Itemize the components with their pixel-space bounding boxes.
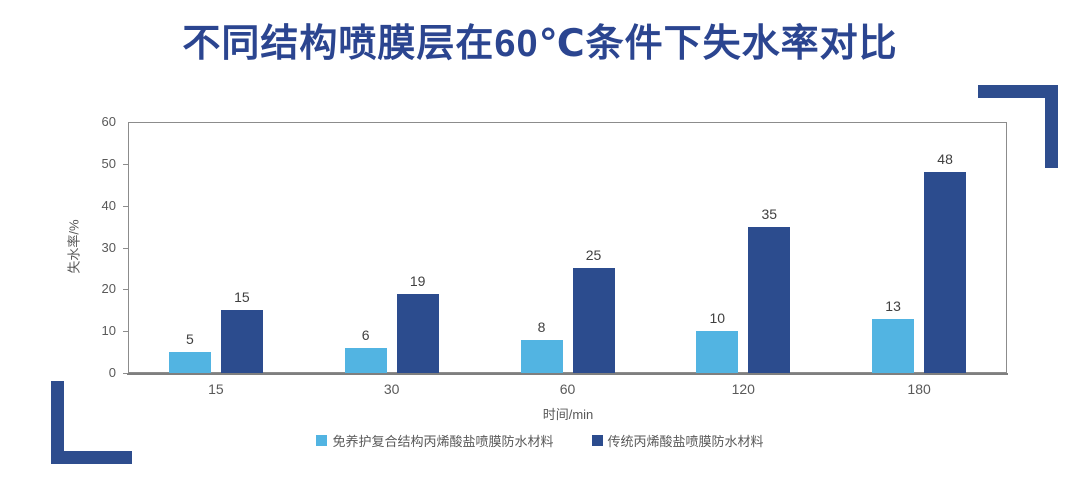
bar-value-label: 35 (761, 205, 778, 222)
x-tick-label: 15 (208, 381, 224, 397)
corner-bracket-top-right (978, 85, 1058, 168)
bar-value-label: 6 (361, 326, 370, 343)
bar-series2-cat120 (748, 226, 791, 373)
y-tick-label: 50 (101, 155, 116, 171)
bar-value-label: 8 (537, 318, 546, 335)
bar-value-label: 15 (234, 289, 250, 306)
x-axis-line (127, 373, 1008, 375)
x-tick-label: 30 (383, 381, 400, 397)
bar-series2-cat60 (572, 268, 615, 373)
bar-series2-cat180 (924, 172, 967, 373)
chart-title: 不同结构喷膜层在60℃条件下失水率对比 (182, 23, 898, 65)
y-axis-title: 失水率/% (66, 219, 82, 274)
bar-series1-cat15 (168, 352, 211, 373)
y-tick-mark (123, 289, 128, 291)
y-tick-mark (123, 205, 128, 207)
x-tick-label: 60 (559, 381, 576, 397)
legend-label-series1: 免养护复合结构丙烯酸盐喷膜防水材料 (332, 434, 554, 449)
bar-value-label: 19 (409, 272, 426, 289)
bar-value-label: 5 (185, 331, 194, 348)
legend-item-series2: 传统丙烯酸盐喷膜防水材料 (591, 431, 764, 450)
bar-series1-cat180 (872, 318, 915, 373)
bar-series1-cat120 (696, 331, 739, 373)
bar-series2-cat30 (396, 293, 439, 373)
chart-plot-area (128, 122, 1007, 373)
bar-value-label: 48 (937, 151, 953, 168)
y-tick-mark (123, 163, 128, 165)
y-tick-mark (123, 331, 128, 333)
y-tick-label: 40 (101, 197, 116, 213)
legend-item-series1: 免养护复合结构丙烯酸盐喷膜防水材料 (316, 431, 554, 450)
y-tick-mark (123, 247, 128, 249)
chart-legend: 免养护复合结构丙烯酸盐喷膜防水材料 传统丙烯酸盐喷膜防水材料 (0, 431, 1080, 450)
legend-label-series2: 传统丙烯酸盐喷膜防水材料 (607, 434, 764, 449)
y-tick-mark (123, 373, 128, 374)
corner-bracket-bottom-left (51, 381, 132, 464)
bar-value-label: 10 (709, 310, 726, 327)
x-tick-label: 120 (731, 381, 755, 397)
x-axis-title: 时间/min (542, 407, 594, 422)
legend-swatch-series1 (316, 435, 328, 446)
bar-series2-cat15 (220, 310, 263, 373)
bar-series1-cat30 (344, 347, 387, 373)
y-tick-label: 60 (101, 114, 116, 129)
y-tick-label: 20 (101, 281, 116, 297)
bar-value-label: 25 (585, 247, 602, 264)
bar-series1-cat60 (520, 339, 563, 373)
y-tick-label: 10 (101, 323, 116, 339)
x-tick-label: 180 (907, 381, 931, 397)
bar-value-label: 13 (885, 297, 901, 314)
y-tick-label: 30 (101, 239, 116, 255)
y-tick-label: 0 (108, 365, 116, 380)
legend-swatch-series2 (591, 435, 603, 446)
